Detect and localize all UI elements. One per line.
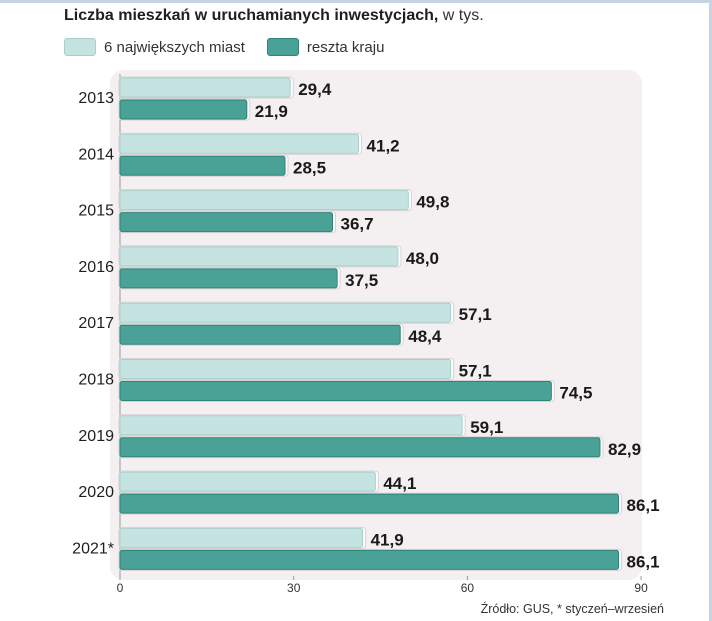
bar-series1	[119, 246, 399, 267]
legend-item-series1: 6 największych miast	[64, 38, 245, 56]
value-label-series2: 28,5	[293, 158, 326, 177]
bar-series2	[119, 99, 248, 120]
value-label-series2: 86,1	[627, 496, 660, 515]
chart-legend: 6 największych miast reszta kraju	[64, 36, 406, 58]
bar-series2	[119, 155, 286, 176]
category-label: 2014	[78, 146, 114, 163]
value-label-series2: 48,4	[408, 327, 442, 346]
value-label-series2: 74,5	[559, 384, 592, 403]
value-label-series2: 86,1	[627, 552, 660, 571]
value-label-series1: 59,1	[470, 418, 503, 437]
category-label: 2016	[78, 259, 114, 276]
bar-series1	[119, 302, 452, 323]
category-label: 2017	[78, 315, 114, 332]
chart-title-unit: w tys.	[438, 7, 484, 24]
value-label-series1: 44,1	[383, 474, 416, 493]
bar-series2	[119, 268, 338, 289]
value-label-series1: 41,9	[371, 530, 404, 549]
window-top-border	[0, 0, 712, 3]
bar-series1	[119, 190, 409, 211]
value-label-series2: 82,9	[608, 440, 641, 459]
value-label-series1: 48,0	[406, 249, 439, 268]
bar-series2	[119, 324, 401, 345]
value-label-series1: 29,4	[298, 80, 332, 99]
bar-series1	[119, 77, 291, 98]
bar-series1	[119, 415, 463, 436]
legend-label-series2: reszta kraju	[306, 38, 385, 56]
value-label-series2: 21,9	[255, 102, 288, 121]
bar-series1	[119, 133, 360, 154]
value-label-series1: 41,2	[367, 136, 400, 155]
category-label: 2013	[78, 90, 114, 107]
bar-series2	[119, 549, 620, 570]
x-tick-label: 0	[117, 581, 124, 595]
chart-title-main: Liczba mieszkań w uruchamianych inwestyc…	[64, 7, 439, 24]
bar-series1	[119, 359, 452, 379]
category-label: 2020	[78, 484, 114, 501]
chart-title: Liczba mieszkań w uruchamianych inwestyc…	[64, 7, 484, 25]
bar-series1	[119, 527, 364, 548]
source-note: Źródło: GUS, * styczeń–wrzesień	[480, 602, 664, 616]
bar-series2	[119, 381, 552, 401]
value-label-series1: 57,1	[459, 362, 492, 381]
bar-series2	[119, 212, 333, 233]
bar-series1	[119, 471, 376, 492]
category-label: 2018	[78, 372, 114, 389]
category-label: 2021*	[72, 540, 114, 557]
legend-swatch-series2	[266, 38, 299, 56]
legend-item-series2: reszta kraju	[266, 38, 385, 56]
category-label: 2015	[78, 203, 114, 220]
value-label-series2: 37,5	[345, 271, 378, 290]
legend-swatch-series1	[64, 38, 96, 56]
value-label-series1: 57,1	[459, 305, 492, 324]
window-right-border	[709, 0, 712, 621]
x-tick-label: 30	[287, 581, 301, 595]
legend-label-series1: 6 największych miast	[104, 38, 245, 56]
value-label-series2: 36,7	[340, 215, 373, 234]
bar-series2	[119, 437, 601, 458]
x-tick-label: 90	[634, 581, 648, 595]
bar-series2	[119, 493, 620, 514]
value-label-series1: 49,8	[416, 193, 449, 212]
x-tick-label: 60	[461, 581, 475, 595]
category-label: 2019	[78, 428, 114, 445]
